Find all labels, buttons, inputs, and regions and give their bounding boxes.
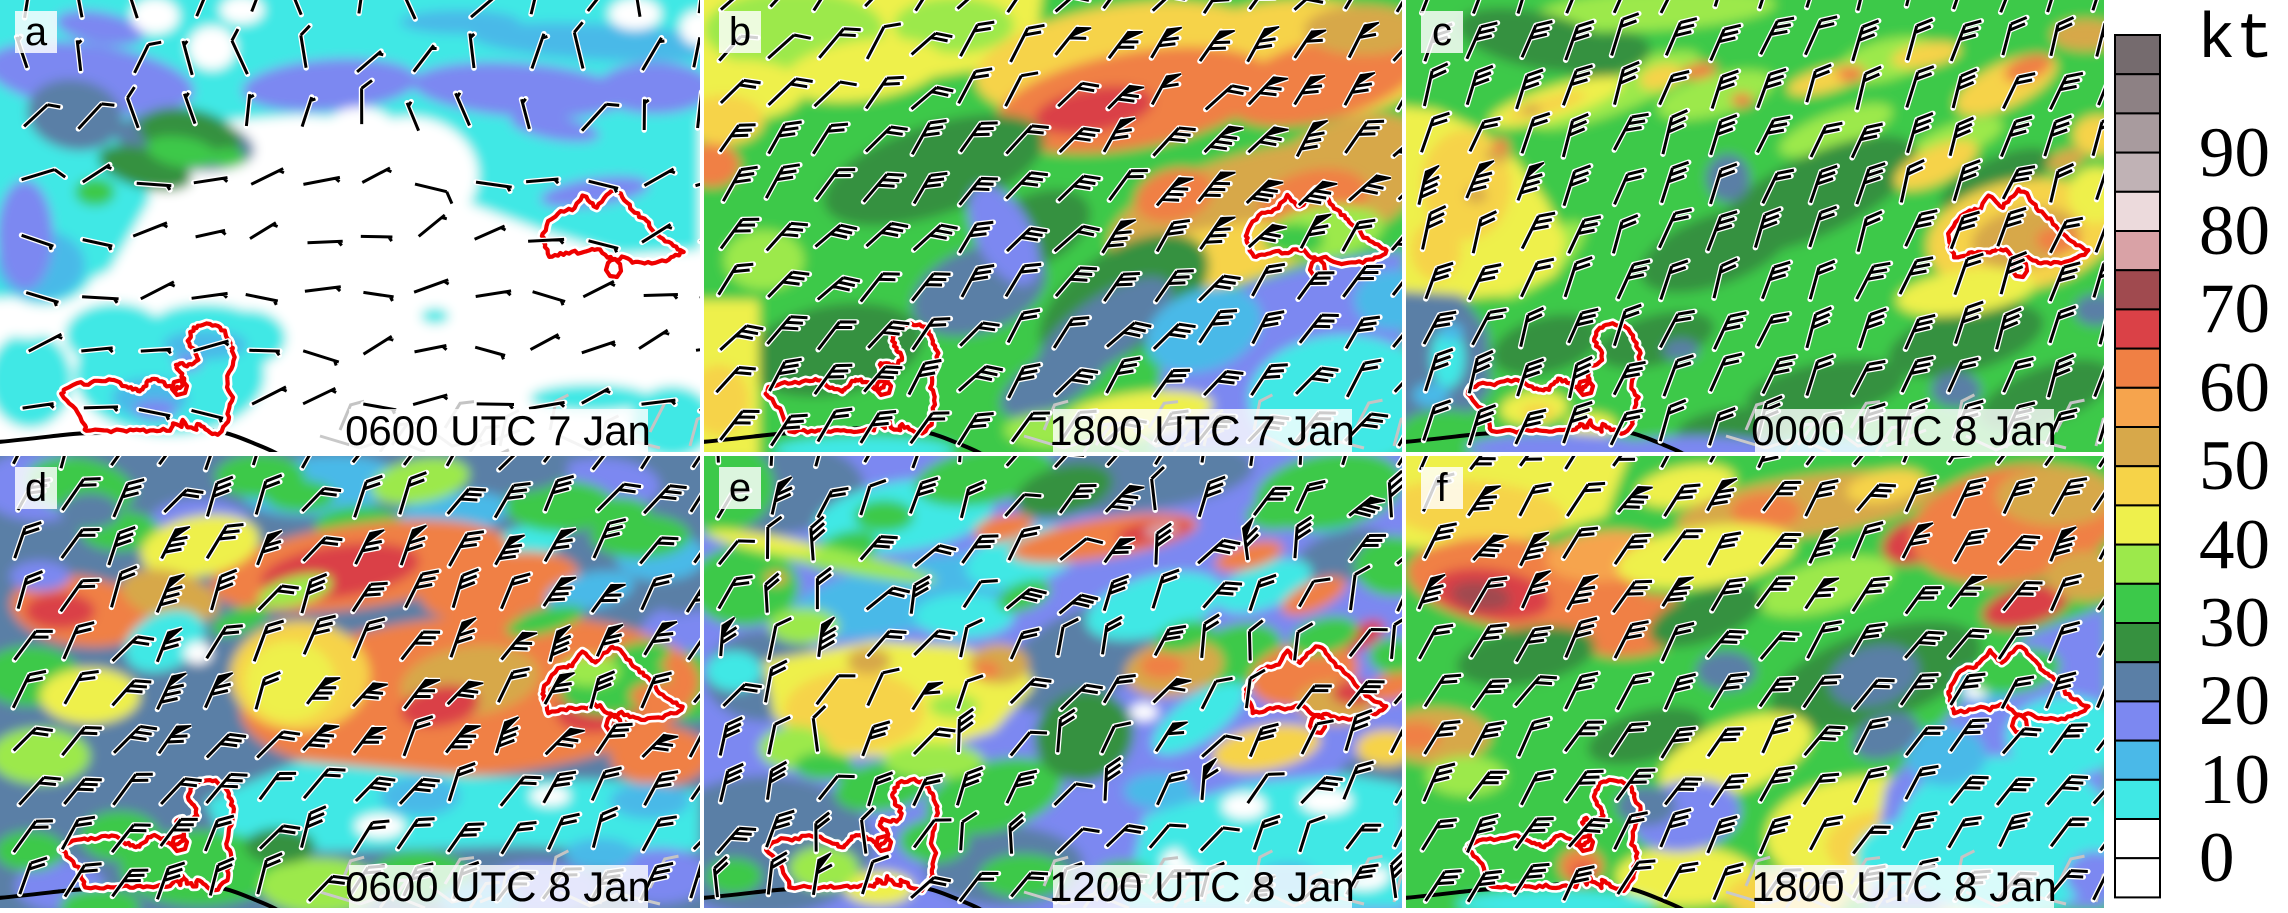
svg-text:60: 60 <box>2199 349 2270 427</box>
svg-text:b: b <box>729 10 751 54</box>
svg-text:0600 UTC 7 Jan: 0600 UTC 7 Jan <box>345 407 651 454</box>
svg-text:10: 10 <box>2199 741 2270 819</box>
svg-text:40: 40 <box>2199 506 2270 584</box>
svg-text:1200 UTC 8 Jan: 1200 UTC 8 Jan <box>1049 863 1355 908</box>
svg-text:30: 30 <box>2199 584 2270 662</box>
svg-text:kt: kt <box>2197 5 2274 77</box>
svg-text:f: f <box>1436 466 1448 510</box>
svg-text:80: 80 <box>2199 192 2270 270</box>
svg-text:e: e <box>729 466 751 510</box>
svg-text:a: a <box>25 10 48 54</box>
svg-text:70: 70 <box>2199 270 2270 348</box>
svg-text:c: c <box>1432 10 1452 54</box>
svg-text:0000 UTC 8 Jan: 0000 UTC 8 Jan <box>1751 407 2057 454</box>
svg-text:d: d <box>25 466 47 510</box>
svg-text:0600 UTC 8 Jan: 0600 UTC 8 Jan <box>345 863 651 908</box>
svg-text:1800 UTC 7 Jan: 1800 UTC 7 Jan <box>1049 407 1355 454</box>
svg-text:90: 90 <box>2199 114 2270 192</box>
svg-text:0: 0 <box>2199 819 2235 897</box>
svg-text:50: 50 <box>2199 427 2270 505</box>
svg-text:1800 UTC 8 Jan: 1800 UTC 8 Jan <box>1751 863 2057 908</box>
svg-text:20: 20 <box>2199 662 2270 740</box>
